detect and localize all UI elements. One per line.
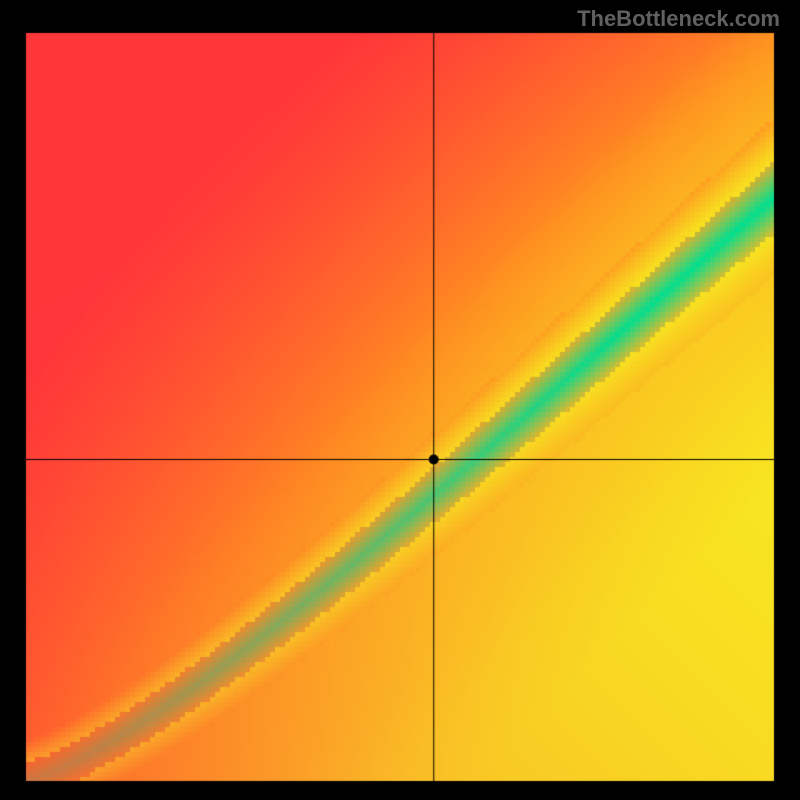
chart-container: TheBottleneck.com (0, 0, 800, 800)
watermark-text: TheBottleneck.com (577, 6, 780, 32)
bottleneck-heatmap (0, 0, 800, 800)
